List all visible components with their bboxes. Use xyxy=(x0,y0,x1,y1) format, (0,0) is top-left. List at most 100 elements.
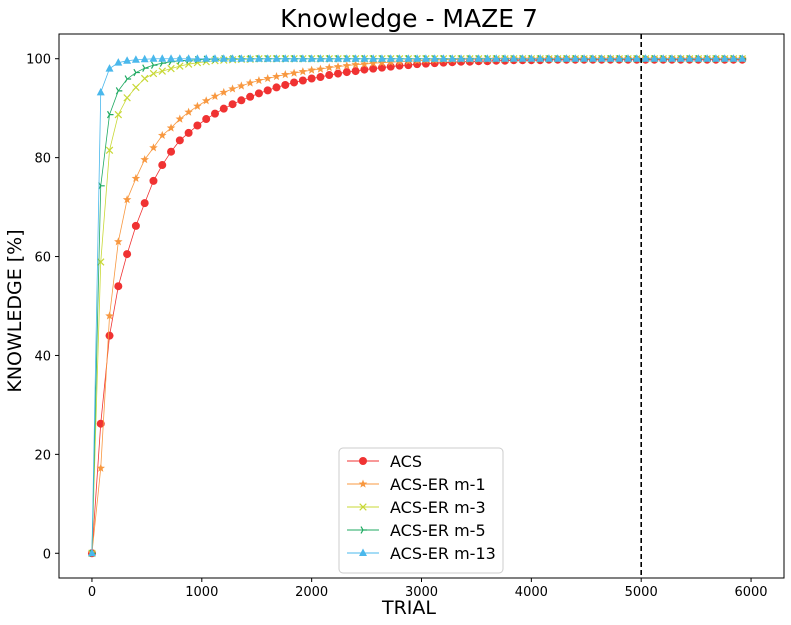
data-point xyxy=(245,78,255,87)
data-point xyxy=(360,65,369,74)
data-point xyxy=(166,123,176,132)
data-point xyxy=(237,81,246,90)
data-point xyxy=(202,115,211,124)
x-tick-label: 0 xyxy=(88,585,96,600)
data-point xyxy=(483,54,492,62)
data-point xyxy=(324,63,334,72)
data-point xyxy=(184,54,193,62)
data-point xyxy=(360,59,369,68)
data-point xyxy=(175,54,184,62)
data-point xyxy=(210,54,219,62)
data-point xyxy=(290,78,299,87)
legend-item: ACS-ER m-3 xyxy=(347,498,486,517)
data-point xyxy=(298,67,308,76)
data-point xyxy=(667,54,676,62)
x-axis-title: TRIAL xyxy=(381,597,436,619)
data-point xyxy=(439,54,448,62)
data-point xyxy=(500,54,509,62)
data-point xyxy=(122,195,132,204)
y-tick-label: 20 xyxy=(34,448,51,463)
legend-item: ACS-ER m-5 xyxy=(347,521,486,540)
data-point xyxy=(351,60,360,69)
data-point xyxy=(588,54,597,62)
data-point xyxy=(659,54,668,62)
data-point xyxy=(131,55,140,63)
data-point xyxy=(114,110,123,119)
data-point xyxy=(413,54,422,62)
legend: ACS ACS-ER m-1 ACS-ER m-3 ACS-ER m-5 ACS-ER … xyxy=(338,447,504,574)
data-point xyxy=(158,161,167,170)
data-point xyxy=(114,58,123,66)
legend-label: ACS-ER m-3 xyxy=(390,498,486,517)
legend-item: ACS-ER m-13 xyxy=(347,544,496,563)
data-point xyxy=(263,74,272,83)
data-point xyxy=(492,54,501,62)
data-point xyxy=(158,67,166,75)
data-point xyxy=(272,83,281,92)
data-point xyxy=(342,54,351,62)
legend-label: ACS xyxy=(390,452,422,471)
data-point xyxy=(254,89,263,98)
data-point xyxy=(448,54,457,62)
legend-label: ACS-ER m-1 xyxy=(390,475,486,494)
data-point xyxy=(123,250,132,259)
data-point xyxy=(149,143,158,152)
data-point xyxy=(228,84,237,93)
x-tick-label: 5000 xyxy=(625,585,658,600)
data-point xyxy=(509,54,518,62)
data-point xyxy=(720,54,729,62)
data-point xyxy=(114,282,123,291)
data-point xyxy=(334,69,343,78)
legend-frame xyxy=(338,447,504,574)
data-point xyxy=(351,54,360,62)
data-point xyxy=(641,54,650,62)
data-point xyxy=(105,311,114,320)
legend-swatch-marker xyxy=(359,548,367,556)
data-point xyxy=(527,54,536,62)
data-point xyxy=(325,71,334,80)
data-point xyxy=(738,54,747,62)
data-point xyxy=(536,54,545,62)
data-point xyxy=(457,54,466,62)
data-point xyxy=(246,54,255,62)
data-point xyxy=(149,54,158,62)
data-point xyxy=(369,64,378,73)
legend-item: ACS-ER m-1 xyxy=(347,475,486,494)
data-point xyxy=(107,110,114,119)
data-point xyxy=(368,58,378,67)
data-point xyxy=(87,548,96,557)
data-point xyxy=(281,54,290,62)
x-tick-label: 3000 xyxy=(405,585,438,600)
data-point xyxy=(263,54,272,62)
data-point xyxy=(333,62,343,71)
data-point xyxy=(175,114,185,123)
data-point xyxy=(157,130,167,140)
data-point xyxy=(298,76,307,85)
data-point xyxy=(351,67,360,76)
data-point xyxy=(140,54,149,63)
data-point xyxy=(377,63,386,72)
data-point xyxy=(184,107,193,116)
data-point xyxy=(158,54,167,62)
x-tick-label: 2000 xyxy=(295,585,328,600)
data-point xyxy=(96,87,105,96)
data-point xyxy=(307,65,316,74)
data-point xyxy=(676,54,685,62)
data-point xyxy=(193,101,202,110)
data-point xyxy=(105,331,114,340)
data-point xyxy=(193,54,202,62)
data-point xyxy=(254,75,264,85)
data-point xyxy=(562,54,571,62)
y-tick-label: 80 xyxy=(34,152,51,167)
data-point xyxy=(316,64,325,73)
data-point xyxy=(142,64,149,72)
data-point xyxy=(149,176,158,185)
data-point xyxy=(553,54,562,62)
data-point xyxy=(281,80,290,89)
data-point xyxy=(167,54,176,62)
data-point xyxy=(96,419,105,428)
data-point xyxy=(219,54,228,62)
x-tick-label: 1000 xyxy=(185,585,218,600)
data-point xyxy=(624,54,633,62)
legend-label: ACS-ER m-13 xyxy=(390,544,496,563)
